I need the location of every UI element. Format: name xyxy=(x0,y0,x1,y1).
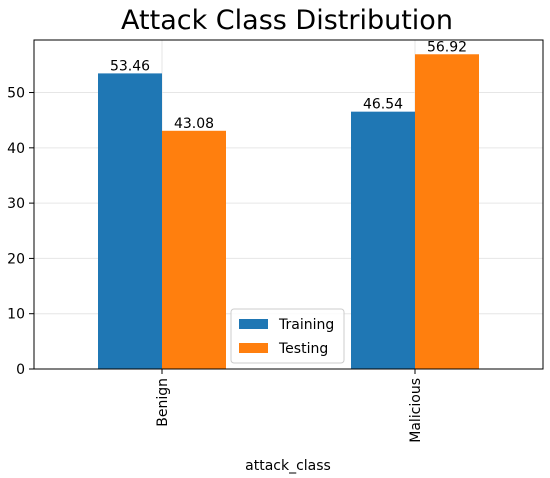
data-label: 53.46 xyxy=(110,58,150,74)
legend-label-testing: Testing xyxy=(278,341,328,357)
legend-swatch-testing xyxy=(239,343,268,353)
axes: 0 10 20 30 40 50 Benign Malicious xyxy=(7,86,424,443)
data-labels: 53.46 46.54 43.08 56.92 xyxy=(110,39,467,132)
bar-training-malicious xyxy=(351,111,415,369)
bars xyxy=(98,54,479,370)
plot-frame xyxy=(33,39,544,370)
legend-label-training: Training xyxy=(278,317,334,333)
x-axis-label: attack_class xyxy=(245,458,331,474)
y-tick-label: 20 xyxy=(7,251,25,267)
y-tick-label: 50 xyxy=(7,86,25,102)
legend-swatch-training xyxy=(239,319,268,329)
bar-testing-malicious xyxy=(415,54,479,370)
y-tick-label: 0 xyxy=(16,362,25,378)
bar-training-benign xyxy=(98,73,162,369)
data-label: 56.92 xyxy=(427,39,467,55)
x-tick-label: Malicious xyxy=(408,378,424,443)
y-tick-label: 10 xyxy=(7,307,25,323)
bar-testing-benign xyxy=(162,130,226,369)
x-tick-label: Benign xyxy=(155,378,171,427)
y-tick-label: 40 xyxy=(7,141,25,157)
data-label: 46.54 xyxy=(363,97,403,113)
y-tick-label: 30 xyxy=(7,196,25,212)
data-label: 43.08 xyxy=(174,116,214,132)
chart-title: Attack Class Distribution xyxy=(121,5,453,36)
legend: Training Testing xyxy=(230,308,345,364)
